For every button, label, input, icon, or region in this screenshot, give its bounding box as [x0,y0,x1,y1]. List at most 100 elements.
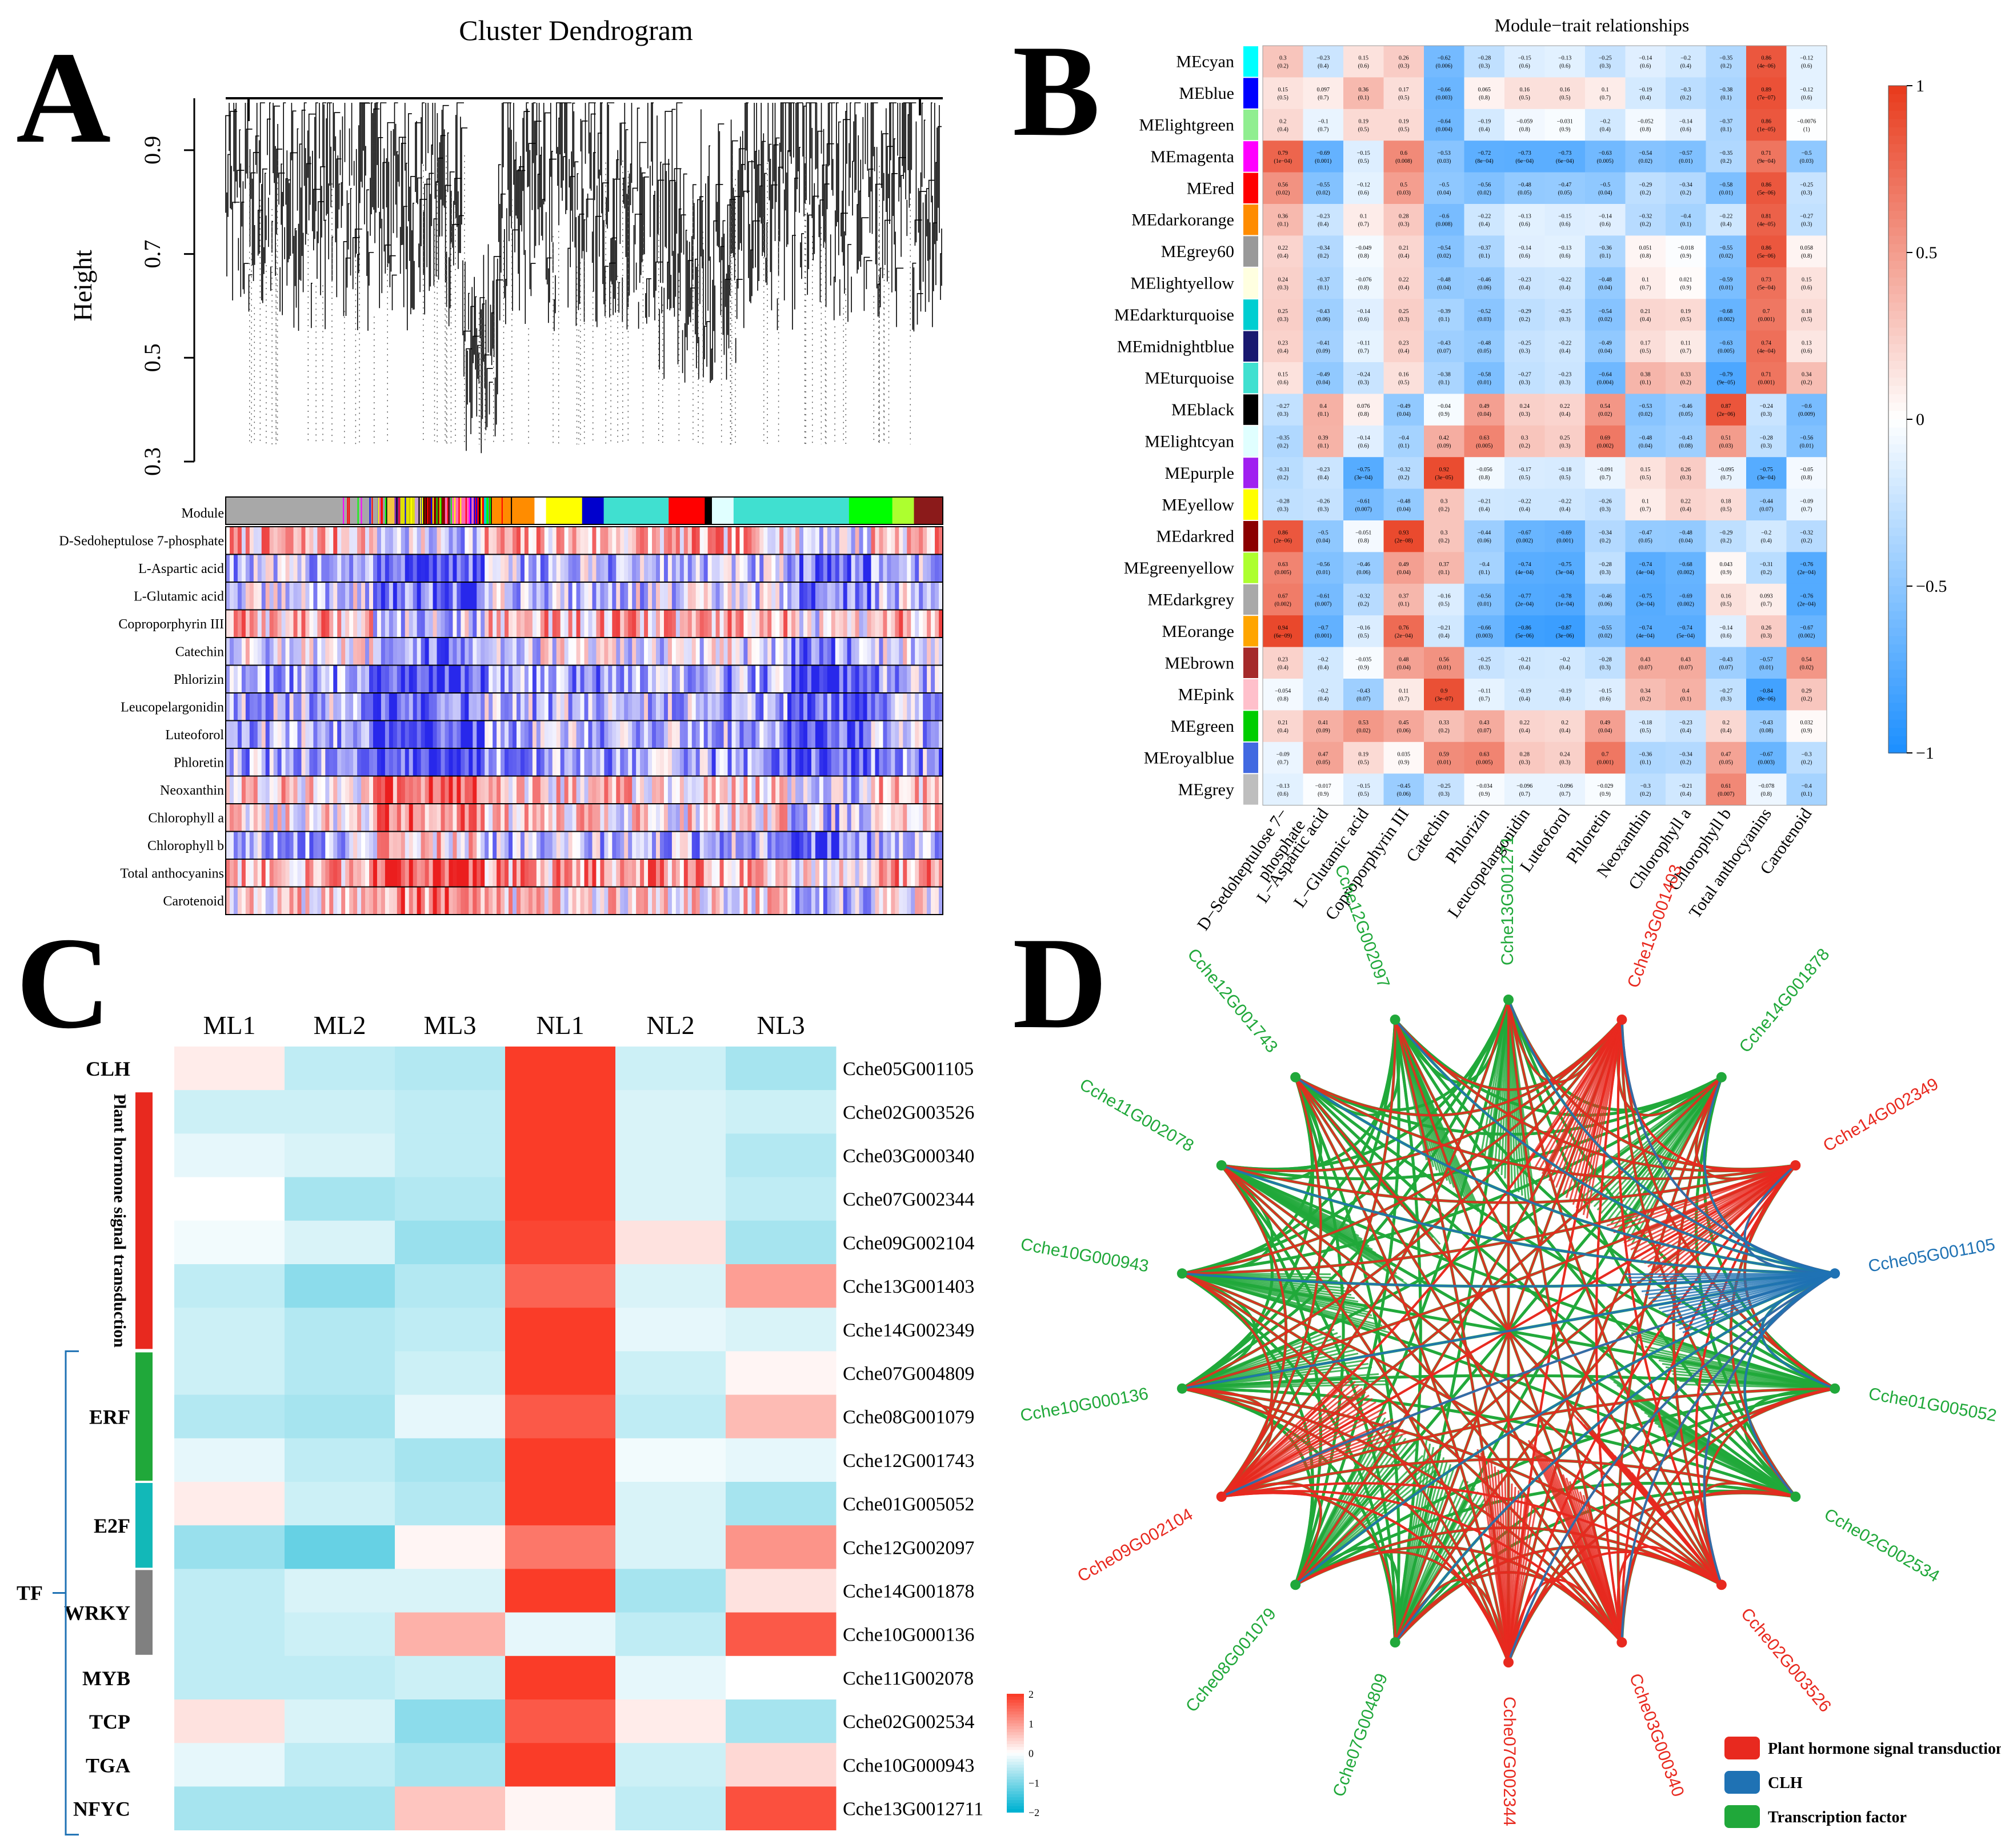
trait-heat-stripe [457,527,461,555]
trait-heat-stripe [305,831,310,859]
correlation-value: −0.13 [1276,783,1290,789]
trait-heat-stripe [939,693,943,721]
trait-heat-stripe [401,554,406,582]
trait-heat-stripe [552,887,557,915]
correlation-value: −0.59 [1719,277,1732,283]
trait-heat-stripe [501,693,505,721]
trait-heat-stripe [835,693,840,721]
trait-heat-stripe [401,582,406,610]
correlation-cell [1464,299,1505,331]
network-node-label: Cche10G000136 [1019,1384,1150,1425]
trait-heat-stripe [233,748,238,776]
trait-heat-stripe [907,887,911,915]
network-node-label: Cche03G000340 [1626,1671,1688,1799]
trait-heat-stripe [683,748,689,776]
module-row-label: MEdarkgrey [1147,591,1234,610]
correlation-cell [1786,46,1827,78]
trait-heat-stripe [648,527,653,555]
trait-heat-stripe [389,831,394,859]
trait-heat-stripe [843,554,848,582]
trait-heat-stripe [939,748,943,776]
correlation-cell [1343,299,1384,331]
trait-heat-stripe [261,831,266,859]
trait-heat-stripe [233,693,238,721]
trait-heat-stripe [667,831,673,859]
trait-heat-stripe [675,748,681,776]
colorbar-step [1888,360,1907,370]
correlation-pvalue: (0.002) [1678,570,1694,576]
trait-heat-stripe [879,610,884,638]
correlation-pvalue: (0.1) [1439,316,1450,323]
correlation-value: 0.7 [1763,308,1770,315]
correlation-pvalue: (0.6) [1600,222,1611,228]
trait-heat-stripe [309,776,314,804]
correlation-cell [1383,647,1424,679]
trait-heat-stripe [675,554,681,582]
trait-heat-stripe [361,527,366,555]
trait-heat-stripe [767,665,772,693]
trait-heat-stripe [497,776,501,804]
trait-heat-stripe [381,527,386,555]
sample-column-label: ML2 [314,1011,366,1040]
trait-heat-stripe [473,554,477,582]
module-color-segment [394,497,401,524]
trait-heat-stripe [241,527,246,555]
trait-heat-stripe [353,859,358,887]
trait-heat-stripe [847,804,852,832]
module-row-label: MEorange [1162,622,1234,641]
correlation-pvalue: (0.5) [1559,95,1570,101]
trait-heat-stripe [671,887,677,915]
correlation-value: −0.34 [1679,182,1692,188]
trait-heat-stripe [624,610,629,638]
trait-heat-stripe [401,887,406,915]
correlation-cell [1585,109,1626,141]
correlation-cell [1343,679,1384,711]
trait-heat-stripe [501,638,505,666]
trait-heat-stripe [349,748,354,776]
correlation-value: −0.37 [1478,245,1491,251]
trait-heat-stripe [691,527,697,555]
trait-heat-stripe [409,610,414,638]
correlation-cell [1504,330,1545,363]
correlation-value: 0.065 [1478,87,1491,93]
correlation-cell [1706,647,1747,679]
correlation-pvalue: (0.02) [1719,253,1733,259]
trait-heat-stripe [931,610,935,638]
trait-heat-stripe [389,720,394,748]
trait-heat-stripe [417,638,422,666]
trait-heat-stripe [640,610,645,638]
trait-heat-stripe [783,665,788,693]
trait-heat-stripe [620,859,625,887]
correlation-pvalue: (0.003) [1758,760,1775,766]
trait-heat-stripe [576,804,581,832]
network-node-label: Cche09G002104 [1074,1505,1196,1586]
network-edge [1743,1164,1835,1275]
trait-heat-stripe [385,804,390,832]
correlation-pvalue: (0.9) [1398,760,1409,766]
trait-heat-stripe [839,693,844,721]
expression-cell [505,1220,616,1265]
correlation-cell [1303,647,1344,679]
network-edge-fan [1221,1412,1387,1498]
trait-heat-stripe [329,859,334,887]
trait-heat-stripe [237,776,242,804]
correlation-cell [1343,394,1384,426]
trait-heat-stripe [369,748,374,776]
trait-heat-stripe [445,582,450,610]
correlation-cell [1544,710,1586,743]
trait-heat-stripe [679,610,685,638]
correlation-cell [1585,235,1626,268]
correlation-value: 0.15 [1359,55,1369,62]
trait-heat-stripe [329,748,334,776]
trait-heat-stripe [791,638,796,666]
trait-heat-stripe [548,693,553,721]
correlation-cell [1464,46,1505,78]
network-edge [1620,1387,1835,1643]
correlation-cell [1383,362,1424,394]
network-edge-fan [1182,1366,1372,1390]
correlation-cell [1746,299,1787,331]
correlation-cell [1706,330,1747,363]
trait-heat-stripe [695,748,701,776]
trait-heat-stripe [544,582,549,610]
expression-cell [615,1655,726,1700]
